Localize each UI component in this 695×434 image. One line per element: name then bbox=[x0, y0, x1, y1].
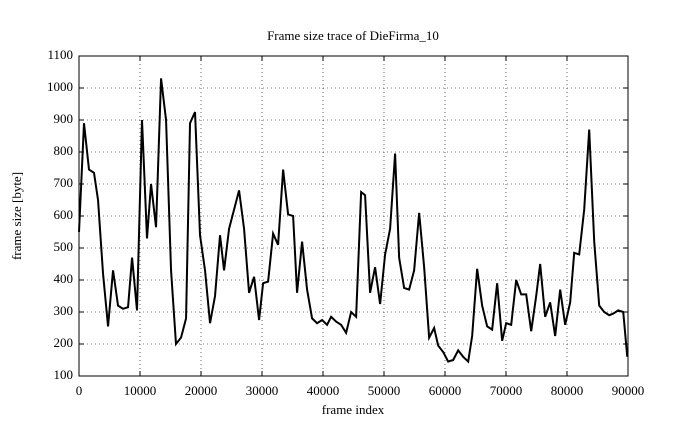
x-tick-label: 50000 bbox=[368, 383, 401, 398]
x-tick-label: 70000 bbox=[490, 383, 523, 398]
x-tick-label: 90000 bbox=[612, 383, 645, 398]
x-tick-label: 0 bbox=[76, 383, 83, 398]
y-tick-label: 800 bbox=[54, 143, 74, 158]
x-tick-label: 10000 bbox=[124, 383, 157, 398]
y-tick-label: 100 bbox=[54, 367, 74, 382]
y-tick-label: 900 bbox=[54, 111, 74, 126]
y-tick-label: 300 bbox=[54, 303, 74, 318]
x-tick-label: 40000 bbox=[307, 383, 340, 398]
y-axis-label: frame size [byte] bbox=[9, 172, 24, 260]
y-tick-label: 600 bbox=[54, 207, 74, 222]
x-tick-label: 20000 bbox=[185, 383, 218, 398]
y-tick-label: 400 bbox=[54, 271, 74, 286]
x-axis-label: frame index bbox=[322, 402, 385, 417]
plot-frame bbox=[78, 55, 629, 377]
y-tick-label: 700 bbox=[54, 175, 74, 190]
y-tick-label: 500 bbox=[54, 239, 74, 254]
y-tick-label: 200 bbox=[54, 335, 74, 350]
chart-title: Frame size trace of DieFirma_10 bbox=[267, 28, 439, 43]
data-line bbox=[78, 78, 629, 364]
x-tick-label: 30000 bbox=[246, 383, 279, 398]
x-tick-label: 80000 bbox=[551, 383, 584, 398]
y-tick-label: 1100 bbox=[47, 47, 73, 62]
y-tick-label: 1000 bbox=[47, 79, 73, 94]
x-tick-label: 60000 bbox=[429, 383, 462, 398]
